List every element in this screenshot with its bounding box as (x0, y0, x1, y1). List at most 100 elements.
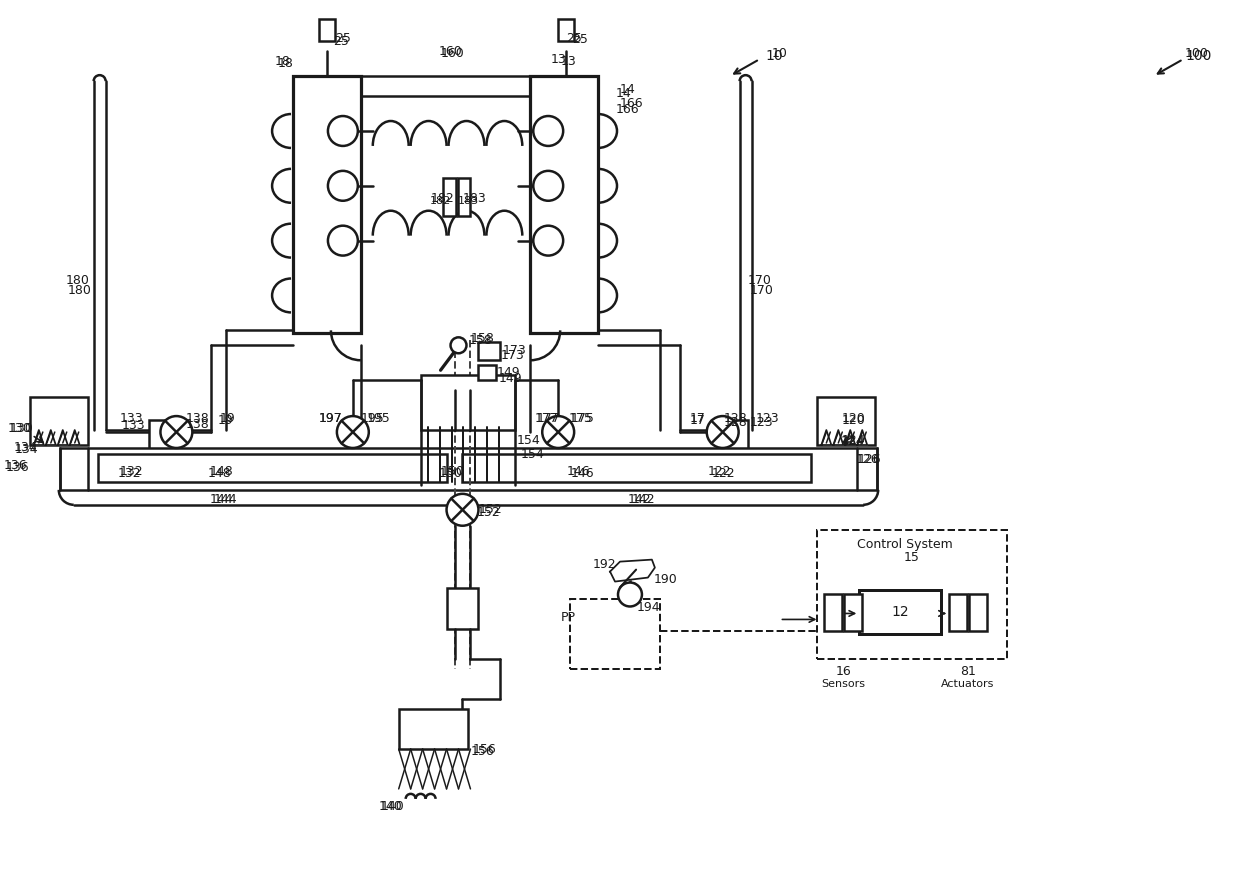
Text: 170: 170 (750, 284, 774, 297)
Circle shape (327, 226, 358, 256)
Bar (293, 76, 361, 333)
Bar (558, 19, 574, 41)
Circle shape (446, 494, 479, 526)
Text: 136: 136 (6, 461, 30, 475)
Text: 124: 124 (841, 436, 864, 448)
Text: 173: 173 (502, 344, 526, 357)
Polygon shape (846, 430, 856, 445)
Text: 132: 132 (118, 467, 141, 481)
Text: 132: 132 (120, 466, 144, 478)
Bar (859, 589, 941, 634)
Text: 149: 149 (496, 366, 520, 378)
Text: 123: 123 (755, 412, 780, 424)
Circle shape (533, 226, 563, 256)
Bar (30, 397, 88, 445)
Text: 195: 195 (361, 412, 384, 424)
Text: 18: 18 (275, 55, 291, 68)
Bar (570, 600, 660, 669)
Text: 133: 133 (122, 419, 145, 431)
Text: 154: 154 (516, 434, 541, 446)
Text: 156: 156 (472, 743, 496, 756)
Polygon shape (58, 430, 68, 445)
Bar (479, 342, 501, 360)
Polygon shape (821, 430, 831, 445)
Text: 124: 124 (842, 434, 866, 446)
Text: 190: 190 (653, 573, 678, 586)
Text: 182: 182 (430, 192, 454, 206)
Bar (825, 594, 842, 632)
Text: 142: 142 (632, 493, 656, 506)
Bar (968, 594, 987, 632)
Text: 175: 175 (570, 412, 594, 424)
Text: 154: 154 (521, 448, 544, 461)
Text: 100: 100 (1185, 49, 1211, 64)
Text: 134: 134 (14, 442, 37, 454)
Text: 19: 19 (217, 414, 233, 427)
Bar (479, 365, 496, 380)
Text: 120: 120 (842, 412, 866, 424)
Text: 18: 18 (278, 56, 294, 70)
Bar (949, 594, 967, 632)
Bar (719, 420, 748, 450)
Text: 14: 14 (620, 83, 636, 95)
Text: 25: 25 (567, 32, 582, 45)
Text: 25: 25 (572, 33, 588, 46)
Text: 123: 123 (750, 415, 774, 429)
Text: 15: 15 (904, 551, 920, 564)
Circle shape (533, 171, 563, 201)
Text: 130: 130 (10, 422, 33, 435)
Text: 13: 13 (560, 55, 577, 68)
Text: 140: 140 (381, 800, 404, 813)
Bar (319, 19, 335, 41)
Polygon shape (857, 430, 867, 445)
Text: 152: 152 (476, 506, 500, 519)
Text: 17: 17 (689, 412, 706, 424)
Text: 197: 197 (319, 412, 342, 424)
Text: 166: 166 (620, 96, 644, 109)
Text: 183: 183 (458, 196, 479, 206)
Bar (817, 530, 1007, 660)
Bar (446, 587, 479, 630)
Text: 158: 158 (469, 333, 492, 347)
Circle shape (533, 116, 563, 146)
Text: 10: 10 (771, 47, 787, 60)
Text: Actuators: Actuators (941, 679, 994, 689)
Text: 175: 175 (568, 412, 591, 424)
Text: 180: 180 (66, 274, 89, 287)
Text: 136: 136 (4, 460, 27, 473)
Text: 126: 126 (857, 453, 882, 467)
Text: 126: 126 (856, 453, 879, 467)
Bar (420, 375, 516, 430)
Text: 19: 19 (219, 412, 236, 424)
Text: 148: 148 (207, 467, 231, 481)
Text: 134: 134 (15, 444, 38, 457)
Text: 10: 10 (765, 49, 784, 64)
Text: 146: 146 (567, 466, 590, 478)
Text: 25: 25 (334, 34, 348, 48)
Circle shape (707, 416, 739, 448)
Text: PP: PP (560, 611, 575, 624)
Text: 13: 13 (551, 53, 567, 65)
Text: 177: 177 (536, 412, 560, 424)
Bar (399, 709, 469, 749)
Text: 144: 144 (210, 493, 233, 506)
Circle shape (450, 337, 466, 354)
Bar (458, 178, 470, 216)
Text: 170: 170 (748, 274, 771, 287)
Text: 146: 146 (570, 467, 594, 481)
Bar (463, 454, 811, 482)
Text: 144: 144 (213, 493, 237, 506)
Text: 138: 138 (186, 417, 210, 430)
Text: 122: 122 (708, 466, 732, 478)
Text: 120: 120 (842, 414, 866, 427)
Text: 194: 194 (637, 601, 661, 614)
Bar (98, 454, 446, 482)
Text: 140: 140 (379, 800, 403, 813)
Polygon shape (46, 430, 56, 445)
Text: 156: 156 (470, 744, 495, 758)
Circle shape (337, 416, 368, 448)
Bar (150, 420, 177, 450)
Text: 122: 122 (712, 467, 735, 481)
Text: 195: 195 (367, 412, 391, 424)
Text: 138: 138 (186, 412, 210, 424)
